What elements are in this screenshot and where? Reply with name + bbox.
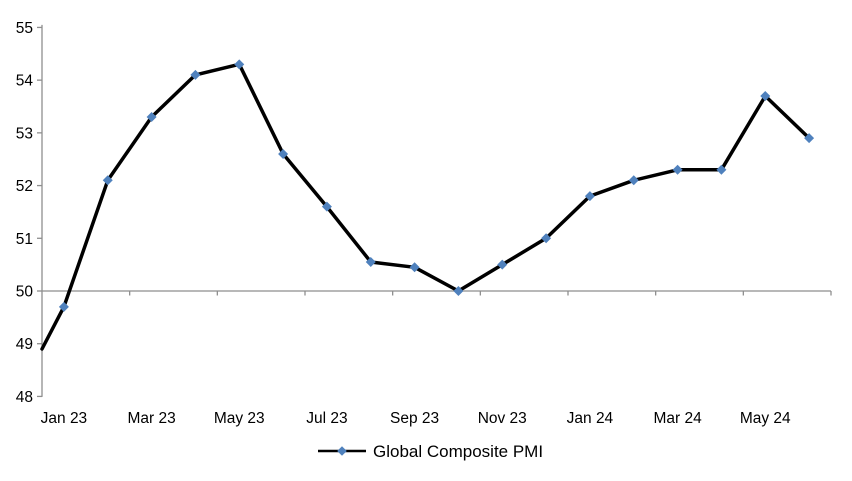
x-tick-label: Jan 23	[41, 410, 88, 427]
data-point-marker	[672, 164, 683, 175]
x-tick-label: Jul 23	[306, 410, 347, 427]
data-point-marker	[584, 191, 595, 202]
legend: Global Composite PMI	[318, 442, 543, 461]
x-tick-label: May 23	[214, 410, 265, 427]
x-tick-label: May 24	[740, 410, 791, 427]
x-tick-label: Mar 23	[127, 410, 175, 427]
data-point-marker	[628, 175, 639, 186]
y-tick-label: 53	[16, 125, 33, 142]
data-point-marker	[321, 201, 332, 212]
data-point-marker	[190, 69, 201, 80]
x-tick-label: Jan 24	[567, 410, 614, 427]
y-tick-label: 51	[16, 231, 33, 248]
x-tick-label: Sep 23	[390, 410, 439, 427]
data-point-marker	[58, 301, 69, 312]
y-tick-label: 55	[16, 20, 33, 37]
data-point-marker	[716, 164, 727, 175]
data-point-marker	[541, 233, 552, 244]
pmi-line	[40, 62, 811, 351]
data-point-marker	[409, 262, 420, 273]
data-point-marker	[365, 257, 376, 268]
y-tick-label: 52	[16, 178, 33, 195]
data-point-marker	[804, 133, 815, 144]
y-tick-label: 49	[16, 336, 33, 353]
legend-marker-icon	[337, 446, 347, 456]
y-tick-label: 48	[16, 389, 33, 406]
data-point-marker	[278, 148, 289, 159]
y-tick-label: 50	[16, 284, 34, 301]
data-point-marker	[146, 112, 157, 123]
data-point-marker	[453, 286, 464, 296]
data-point-marker	[102, 175, 113, 186]
data-point-marker	[497, 259, 508, 270]
data-point-marker	[234, 59, 245, 70]
x-tick-label: Mar 24	[653, 410, 702, 427]
x-tick-label: Nov 23	[478, 410, 527, 427]
data-point-marker	[760, 90, 771, 101]
y-tick-label: 54	[16, 73, 34, 90]
legend-label: Global Composite PMI	[373, 442, 543, 461]
